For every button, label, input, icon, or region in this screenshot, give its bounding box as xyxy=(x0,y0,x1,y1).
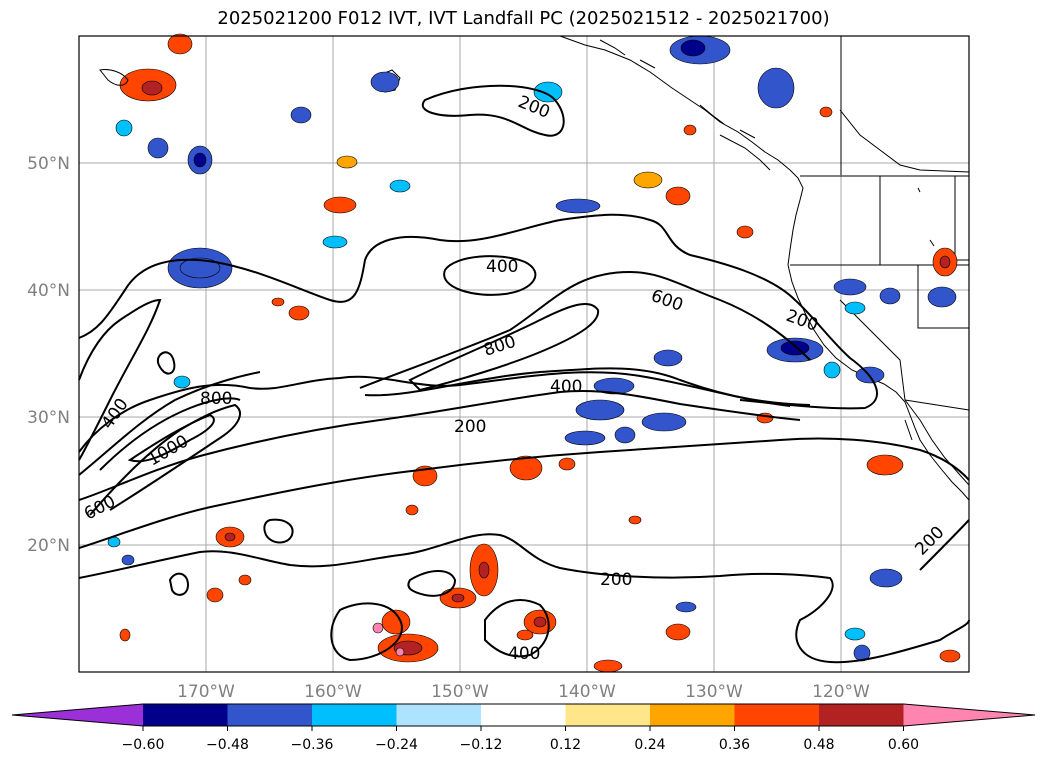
lat-label: 20°N xyxy=(27,536,70,556)
contour-label: 400 xyxy=(508,644,540,664)
colorbar-tick-label: 0.12 xyxy=(550,737,581,753)
ivt-contours xyxy=(78,84,970,664)
lat-label: 40°N xyxy=(27,281,70,301)
colorbar-tick-labels: −0.60 −0.48 −0.36 −0.24 −0.12 0.12 0.24 0.36 0.4… xyxy=(122,737,920,753)
colorbar-bin xyxy=(143,704,228,726)
colorbar-extend-min xyxy=(12,704,143,726)
contour-label: 200 xyxy=(600,570,632,590)
latitude-labels: 50°N 40°N 30°N 20°N xyxy=(27,154,70,556)
colorbar-bin xyxy=(734,704,820,726)
plot-frame xyxy=(78,35,970,673)
colorbar-bin xyxy=(481,704,566,726)
lon-label: 170°W xyxy=(177,682,235,702)
colorbar-tick-label: 0.36 xyxy=(719,737,750,753)
colorbar-bin xyxy=(312,704,397,726)
lon-label: 150°W xyxy=(431,682,489,702)
colorbar-bin xyxy=(396,704,482,726)
islands xyxy=(99,69,935,441)
lon-label: 140°W xyxy=(558,682,616,702)
colorbar-tick-label: 0.60 xyxy=(888,737,919,753)
contour-label: 400 xyxy=(550,377,582,397)
colorbar-bin xyxy=(819,704,904,726)
lon-label: 130°W xyxy=(685,682,743,702)
lon-label: 160°W xyxy=(304,682,362,702)
figure-title: 2025021200 F012 IVT, IVT Landfall PC (20… xyxy=(217,8,830,29)
longitude-labels: 170°W 160°W 150°W 140°W 130°W 120°W xyxy=(177,682,870,702)
colorbar-extend-max xyxy=(903,704,1035,726)
colorbar-tick-label: 0.24 xyxy=(634,737,665,753)
plot-area xyxy=(79,36,969,672)
colorbar-tick-label: −0.48 xyxy=(206,737,249,753)
lat-label: 30°N xyxy=(27,408,70,428)
colorbar-bin xyxy=(227,704,313,726)
colorbar xyxy=(11,703,1036,731)
colorbar-tick-label: 0.48 xyxy=(803,737,834,753)
colorbar-tick-label: −0.24 xyxy=(375,737,418,753)
colorbar-tick-label: −0.60 xyxy=(122,737,165,753)
contour-label: 200 xyxy=(454,417,486,437)
contour-label: 800 xyxy=(200,389,232,409)
colorbar-tick-label: −0.12 xyxy=(460,737,503,753)
colorbar-bin xyxy=(565,704,651,726)
colorbar-bin xyxy=(650,704,735,726)
colorbar-tick-label: −0.36 xyxy=(291,737,334,753)
negative-pc-regions xyxy=(107,35,957,662)
lat-label: 50°N xyxy=(27,154,70,174)
positive-pc-regions xyxy=(119,33,961,673)
contour-label: 400 xyxy=(486,257,518,277)
lon-label: 120°W xyxy=(812,682,870,702)
